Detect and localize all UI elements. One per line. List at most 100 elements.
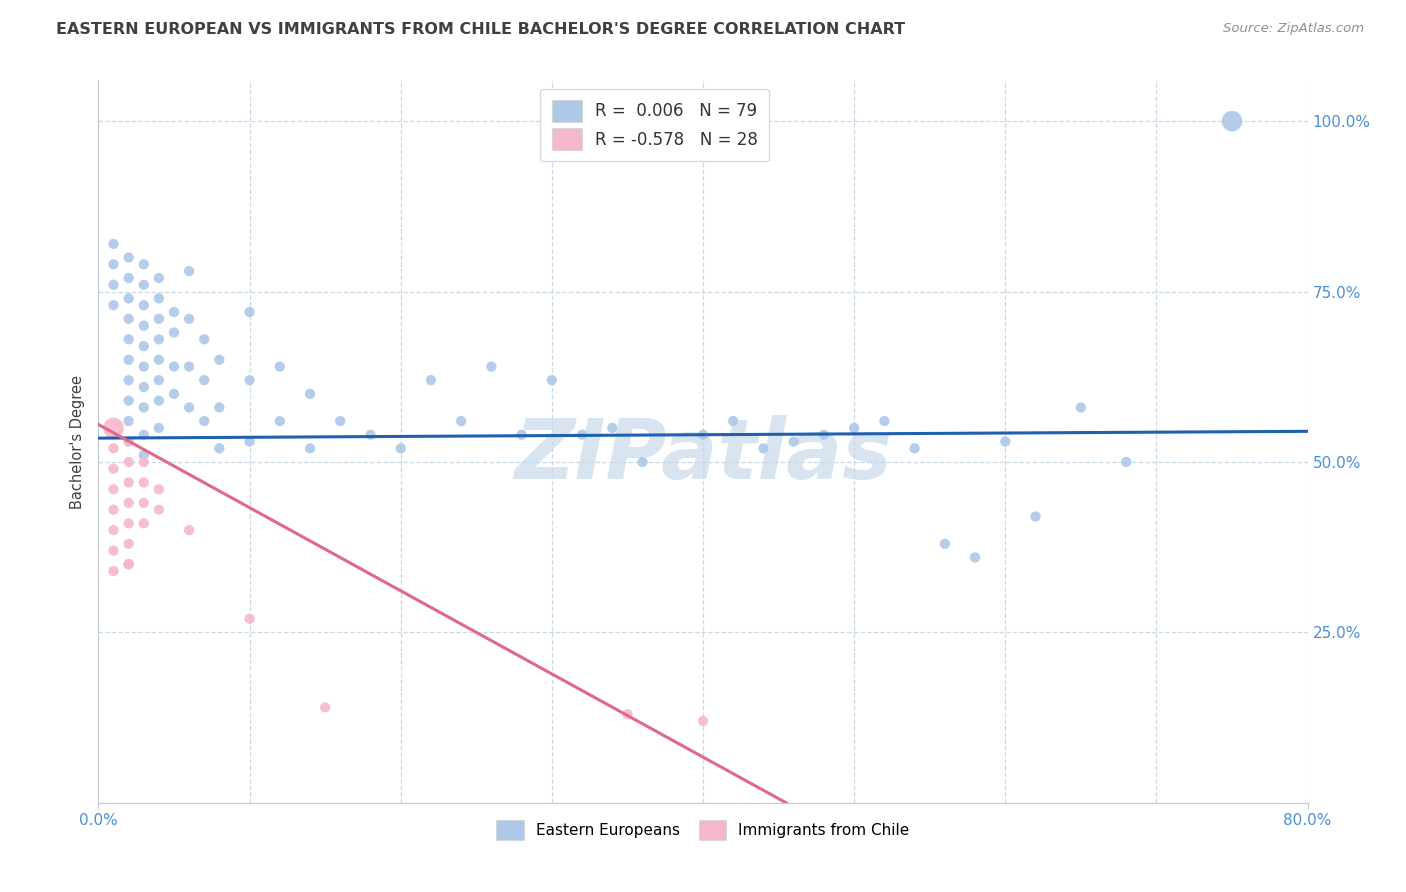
Point	[1115, 455, 1137, 469]
Point	[420, 373, 443, 387]
Point	[193, 332, 215, 346]
Point	[148, 393, 170, 408]
Point	[118, 414, 141, 428]
Point	[118, 558, 141, 572]
Point	[132, 257, 155, 271]
Point	[118, 434, 141, 449]
Point	[118, 251, 141, 265]
Point	[132, 496, 155, 510]
Point	[132, 339, 155, 353]
Point	[179, 401, 201, 415]
Point	[450, 414, 472, 428]
Point	[510, 427, 533, 442]
Point	[118, 516, 141, 531]
Point	[269, 414, 291, 428]
Point	[103, 523, 125, 537]
Point	[540, 373, 562, 387]
Point	[118, 352, 141, 367]
Point	[103, 462, 125, 476]
Legend: Eastern Europeans, Immigrants from Chile: Eastern Europeans, Immigrants from Chile	[491, 814, 915, 846]
Point	[179, 311, 201, 326]
Text: ZIPatlas: ZIPatlas	[515, 416, 891, 497]
Point	[616, 707, 638, 722]
Point	[360, 427, 382, 442]
Point	[314, 700, 336, 714]
Point	[132, 475, 155, 490]
Point	[163, 326, 186, 340]
Point	[103, 277, 125, 292]
Point	[873, 414, 896, 428]
Point	[179, 264, 201, 278]
Point	[148, 502, 170, 516]
Point	[118, 271, 141, 285]
Point	[118, 292, 141, 306]
Point	[132, 448, 155, 462]
Point	[118, 311, 141, 326]
Point	[571, 427, 593, 442]
Point	[193, 373, 215, 387]
Point	[148, 292, 170, 306]
Point	[103, 442, 125, 456]
Point	[179, 359, 201, 374]
Point	[1220, 114, 1243, 128]
Point	[239, 434, 262, 449]
Point	[299, 442, 322, 456]
Point	[208, 401, 231, 415]
Point	[1070, 401, 1092, 415]
Point	[103, 421, 125, 435]
Point	[208, 352, 231, 367]
Point	[132, 401, 155, 415]
Point	[239, 612, 262, 626]
Point	[118, 558, 141, 572]
Point	[148, 373, 170, 387]
Point	[269, 359, 291, 374]
Point	[118, 373, 141, 387]
Point	[132, 380, 155, 394]
Point	[389, 442, 412, 456]
Text: Source: ZipAtlas.com: Source: ZipAtlas.com	[1223, 22, 1364, 36]
Point	[103, 502, 125, 516]
Point	[299, 387, 322, 401]
Point	[329, 414, 352, 428]
Point	[103, 298, 125, 312]
Point	[118, 537, 141, 551]
Point	[208, 442, 231, 456]
Point	[103, 482, 125, 496]
Point	[148, 311, 170, 326]
Point	[631, 455, 654, 469]
Point	[163, 305, 186, 319]
Point	[132, 455, 155, 469]
Point	[103, 564, 125, 578]
Point	[163, 359, 186, 374]
Point	[904, 442, 927, 456]
Point	[148, 271, 170, 285]
Point	[148, 482, 170, 496]
Point	[602, 421, 624, 435]
Point	[118, 434, 141, 449]
Point	[118, 496, 141, 510]
Point	[752, 442, 775, 456]
Point	[118, 455, 141, 469]
Point	[239, 305, 262, 319]
Point	[163, 387, 186, 401]
Text: EASTERN EUROPEAN VS IMMIGRANTS FROM CHILE BACHELOR'S DEGREE CORRELATION CHART: EASTERN EUROPEAN VS IMMIGRANTS FROM CHIL…	[56, 22, 905, 37]
Point	[148, 332, 170, 346]
Point	[132, 277, 155, 292]
Point	[844, 421, 866, 435]
Point	[692, 427, 714, 442]
Point	[132, 359, 155, 374]
Point	[118, 475, 141, 490]
Point	[994, 434, 1017, 449]
Point	[148, 421, 170, 435]
Point	[118, 393, 141, 408]
Point	[148, 352, 170, 367]
Point	[723, 414, 745, 428]
Point	[179, 523, 201, 537]
Y-axis label: Bachelor's Degree: Bachelor's Degree	[70, 375, 86, 508]
Point	[132, 318, 155, 333]
Point	[1024, 509, 1046, 524]
Point	[118, 558, 141, 572]
Point	[783, 434, 806, 449]
Point	[934, 537, 956, 551]
Point	[692, 714, 714, 728]
